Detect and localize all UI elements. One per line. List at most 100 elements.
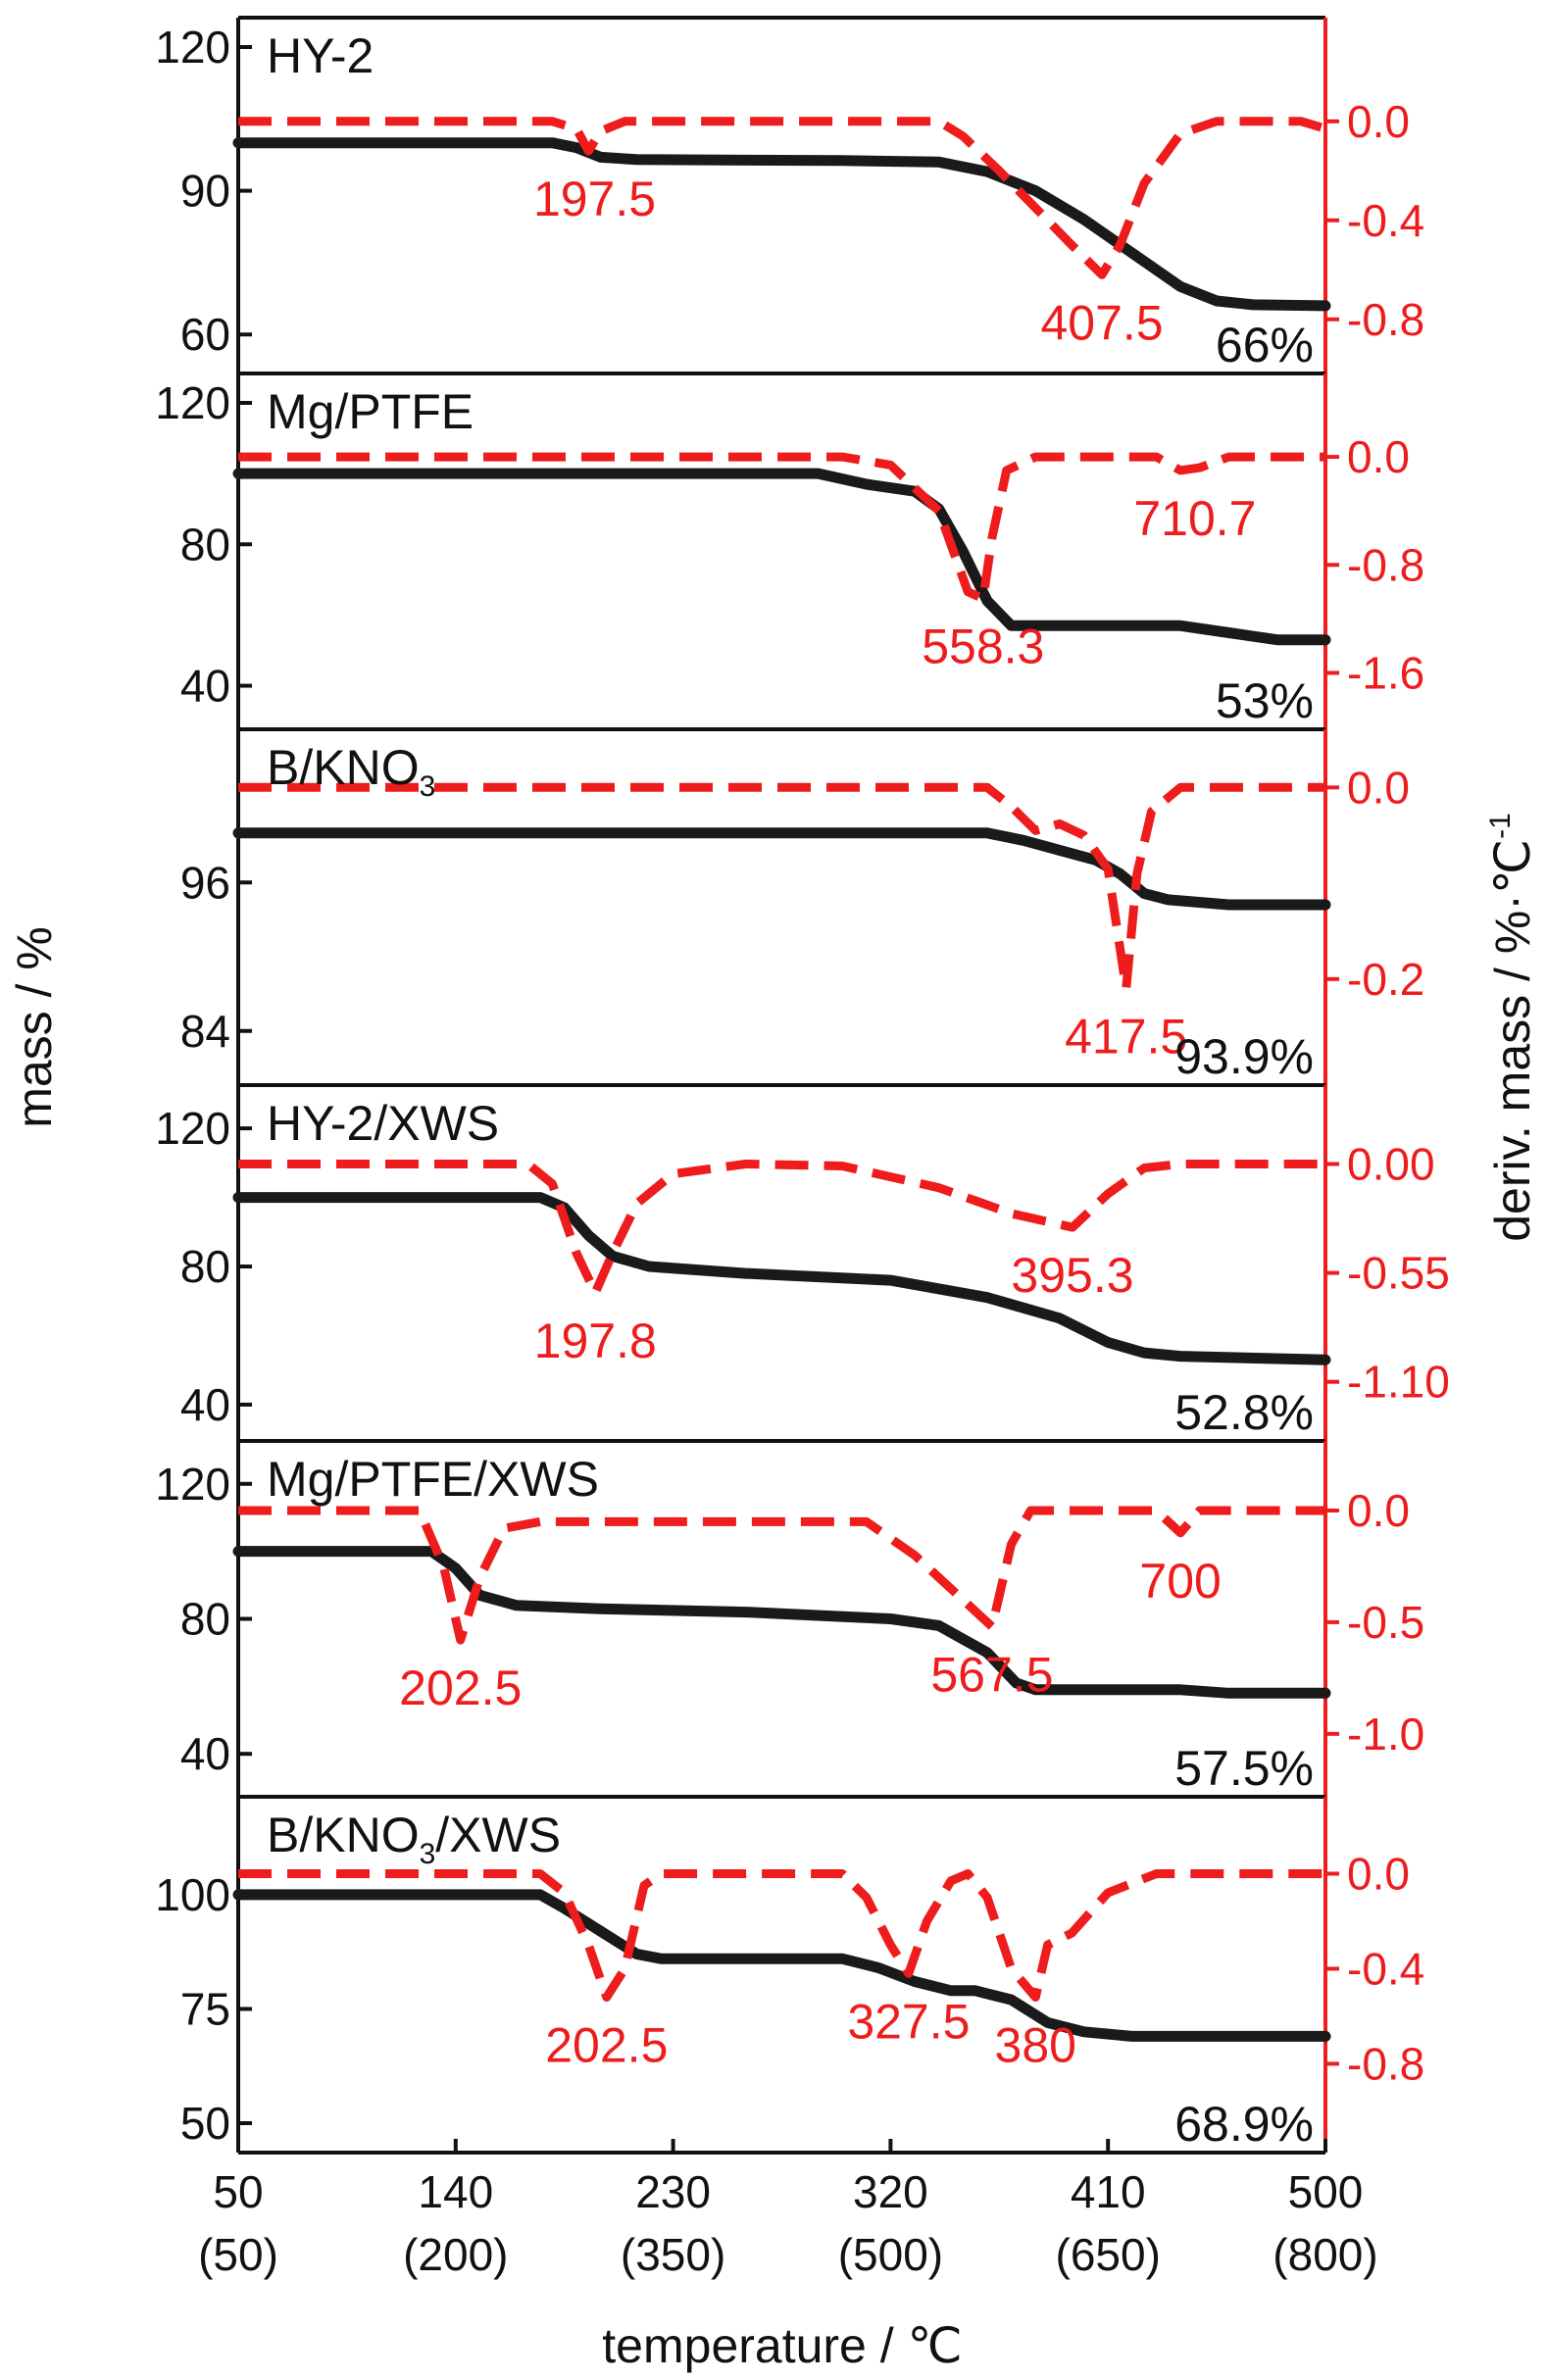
right-tick-label: -0.2 (1347, 954, 1424, 1005)
right-y-axis-label-sup: -1 (1484, 813, 1517, 839)
mass-curve (232, 1546, 1331, 1699)
right-tick-label: -0.5 (1347, 1597, 1424, 1648)
left-tick-label: 80 (180, 1594, 230, 1645)
right-tick-label: -1.0 (1347, 1709, 1424, 1760)
x-tick-sublabel: (500) (838, 2229, 943, 2280)
right-tick-label: 0.0 (1347, 1848, 1410, 1899)
panel-title-main: Mg/PTFE (267, 384, 474, 439)
peak-label: 197.8 (534, 1314, 657, 1368)
left-tick-label: 60 (180, 309, 230, 360)
left-y-axis-label: mass / % (7, 926, 62, 1128)
deriv-curve (238, 1506, 1325, 1645)
mass-curve (232, 1889, 1331, 2042)
peak-label: 327.5 (847, 1994, 970, 2049)
left-tick-label: 120 (155, 1103, 230, 1154)
residue-label: 93.9% (1174, 1029, 1314, 1084)
left-tick-label: 90 (180, 166, 230, 217)
residue-label: 52.8% (1174, 1385, 1314, 1440)
right-tick-label: -0.55 (1347, 1248, 1450, 1299)
panel-5: 40 80 120 0.0 -0.5 -1.0 Mg/PTFE/XWS 202.5 567.5 7… (155, 1439, 1424, 1797)
peak-label: 407.5 (1040, 295, 1163, 350)
panel-title-main: Mg/PTFE/XWS (267, 1452, 599, 1507)
right-tick-label: -0.8 (1347, 539, 1424, 590)
right-tick-label: 0.0 (1347, 762, 1410, 813)
left-tick-label: 40 (180, 1728, 230, 1779)
mass-curve (232, 827, 1331, 911)
panel-title-main: HY-2 (267, 28, 374, 83)
panel-3: 84 96 0.0 -0.2 B/KNO3 417.593.9% (180, 727, 1424, 1085)
peak-label: 197.5 (533, 172, 656, 226)
right-tick-label: -0.8 (1347, 294, 1424, 345)
peak-label: 700 (1139, 1554, 1221, 1609)
right-y-axis-label-text: deriv. mass / %·℃-1 (1484, 813, 1540, 1242)
peak-label: 202.5 (545, 2018, 668, 2073)
right-tick-label: 0.00 (1347, 1139, 1435, 1190)
x-tick-label: 50 (213, 2166, 263, 2217)
peak-label: 380 (995, 2018, 1076, 2073)
panel-title: B/KNO3/XWS (267, 1808, 561, 1870)
peak-label: 395.3 (1011, 1248, 1133, 1303)
x-tick-sublabel: (350) (621, 2229, 725, 2280)
left-tick-label: 40 (180, 661, 230, 712)
x-tick-label: 320 (853, 2166, 928, 2217)
panel-2: 40 80 120 0.0 -0.8 -1.6 Mg/PTFE 558.3 710.7 53% (155, 372, 1424, 729)
panel-title: HY-2/XWS (267, 1096, 499, 1151)
panel-4: 40 80 120 0.00 -0.55 -1.10 HY-2/XWS 197.8 395.3 5… (155, 1083, 1450, 1441)
chart-panels: 60 90 120 0.0 -0.4 -0.8 HY-2 197.5 407.5 66% 40 80 1… (155, 16, 1450, 2153)
residue-label: 57.5% (1174, 1741, 1314, 1796)
mass-curve (232, 1192, 1331, 1365)
residue-label: 53% (1216, 673, 1314, 728)
panel-title-rest: /XWS (435, 1808, 561, 1862)
peak-label: 567.5 (930, 1647, 1053, 1702)
left-tick-label: 80 (180, 519, 230, 570)
panel-title: Mg/PTFE (267, 384, 474, 439)
x-tick-label: 140 (418, 2166, 493, 2217)
right-tick-label: -0.8 (1347, 2038, 1424, 2089)
left-tick-label: 120 (155, 377, 230, 428)
left-tick-label: 75 (180, 1983, 230, 2034)
deriv-curve (238, 782, 1325, 994)
left-tick-label: 100 (155, 1869, 230, 1920)
residue-label: 68.9% (1174, 2097, 1314, 2152)
left-tick-label: 50 (180, 2098, 230, 2149)
deriv-curve (238, 452, 1325, 604)
x-tick-label: 410 (1071, 2166, 1146, 2217)
deriv-curve (238, 1869, 1325, 2002)
peak-label: 558.3 (922, 620, 1044, 674)
right-tick-label: -0.4 (1347, 1943, 1424, 1994)
peak-label: 417.5 (1065, 1010, 1187, 1065)
left-tick-label: 40 (180, 1379, 230, 1430)
x-tick-sublabel: (50) (198, 2229, 278, 2280)
panel-1: 60 90 120 0.0 -0.4 -0.8 HY-2 197.5 407.5 66% (155, 16, 1424, 373)
right-tick-label: 0.0 (1347, 1485, 1410, 1536)
right-tick-label: -1.10 (1347, 1357, 1450, 1408)
right-tick-label: 0.0 (1347, 96, 1410, 147)
mass-curve (232, 137, 1331, 312)
left-tick-label: 96 (180, 857, 230, 908)
deriv-curve (238, 117, 1327, 279)
x-axis: 50 (50) 140 (200) 230 (350) 320 (500) 410 (650) 50… (198, 2139, 1378, 2280)
right-tick-label: -1.6 (1347, 647, 1424, 698)
panel-title-sub: 3 (420, 1838, 436, 1870)
panel-title-main: HY-2/XWS (267, 1096, 499, 1151)
x-tick-label: 500 (1288, 2166, 1364, 2217)
x-tick-label: 230 (635, 2166, 711, 2217)
peak-label: 202.5 (399, 1661, 522, 1715)
x-tick-sublabel: (650) (1056, 2229, 1161, 2280)
deriv-curve (238, 1160, 1325, 1298)
x-tick-sublabel: (800) (1273, 2229, 1377, 2280)
x-tick-sublabel: (200) (403, 2229, 508, 2280)
right-y-axis-label-main: deriv. mass / %·℃ (1485, 839, 1540, 1242)
x-axis-label: temperature / ℃ (602, 2318, 962, 2373)
right-tick-label: -0.4 (1347, 195, 1424, 246)
panel-title: Mg/PTFE/XWS (267, 1452, 599, 1507)
left-tick-label: 120 (155, 22, 230, 73)
left-tick-label: 80 (180, 1241, 230, 1292)
peak-label: 710.7 (1133, 491, 1256, 546)
panel-6: 50 75 100 0.0 -0.4 -0.8 B/KNO3/XWS 202.5 327.5 38… (155, 1795, 1424, 2153)
panel-title: B/KNO3 (267, 740, 435, 803)
panel-title-main: B/KNO (267, 1808, 420, 1862)
right-y-axis-label: deriv. mass / %·℃-1 (1484, 813, 1540, 1242)
left-tick-label: 84 (180, 1006, 230, 1057)
